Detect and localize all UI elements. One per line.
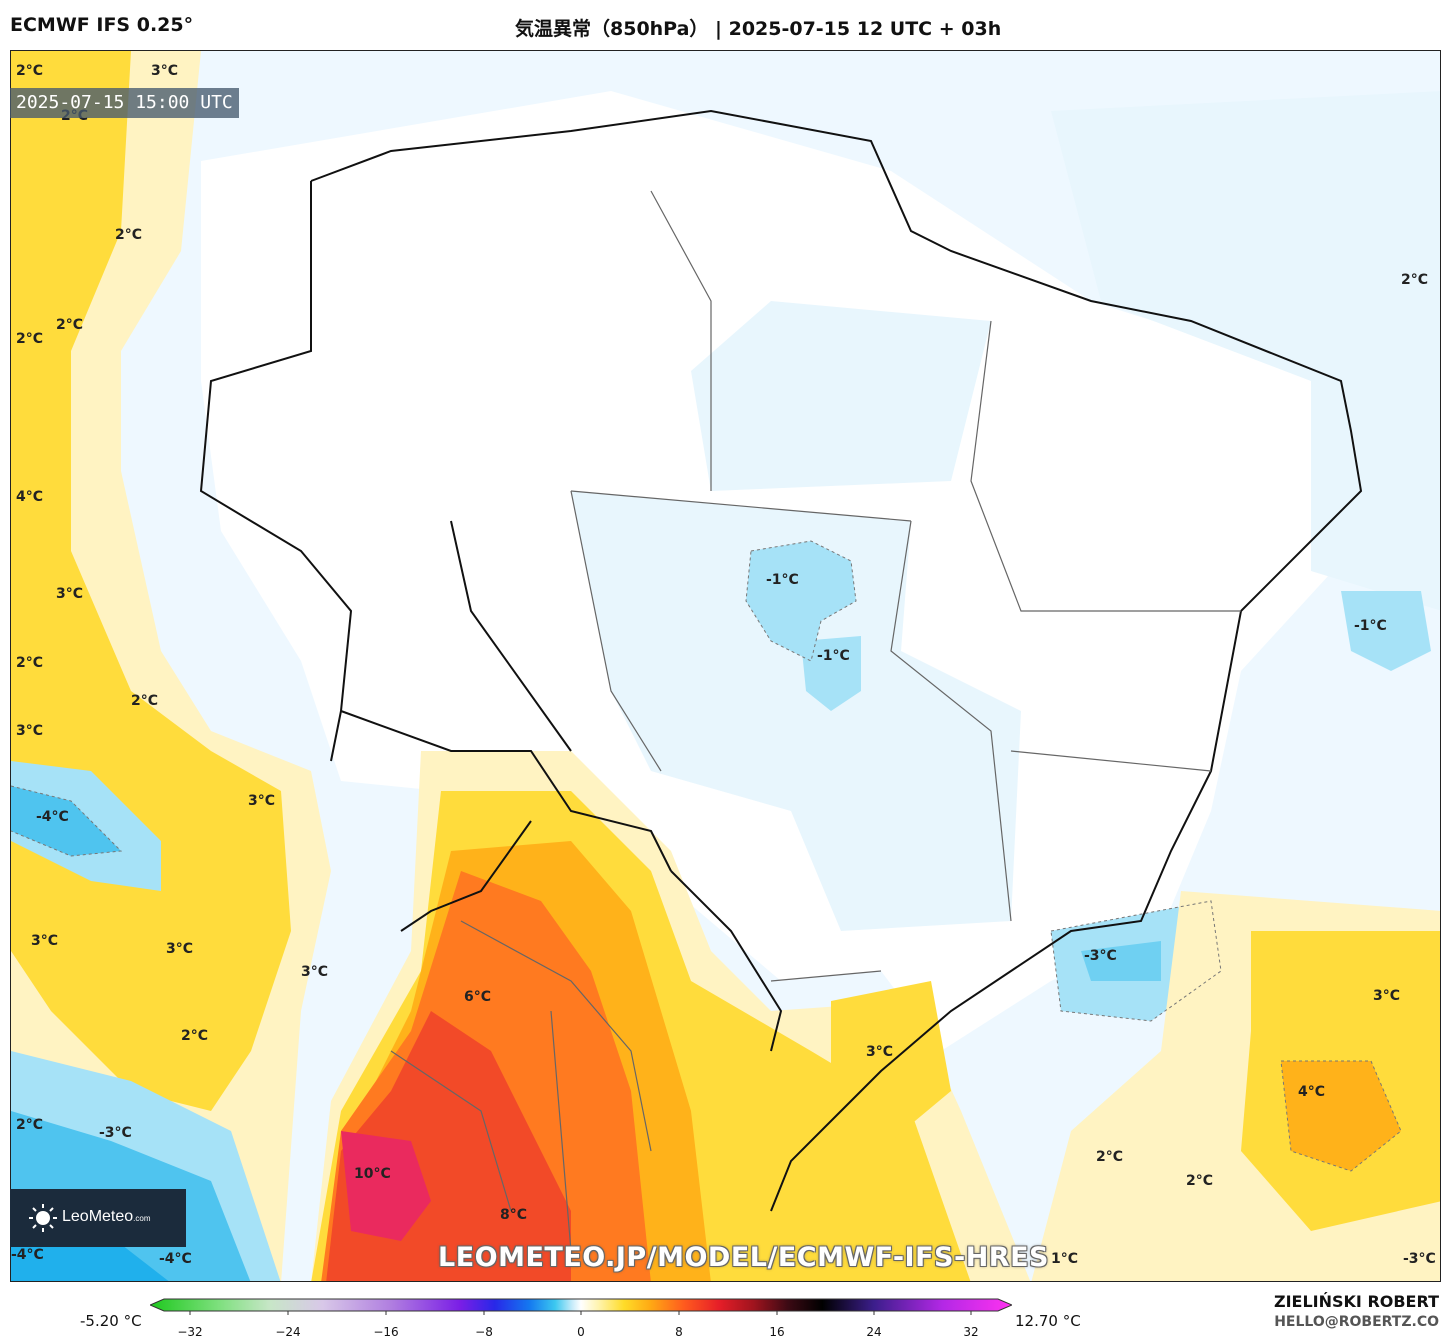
map-label: 2°C xyxy=(1401,272,1429,288)
valid-time-badge: 2025-07-15 15:00 UTC xyxy=(10,88,239,118)
model-name: ECMWF IFS 0.25° xyxy=(10,14,194,36)
map-label: 8°C xyxy=(500,1207,528,1223)
map-label: 3°C xyxy=(31,933,59,949)
colorbar-tick: 0 xyxy=(577,1325,585,1339)
colorbar-min-label: -5.20 °C xyxy=(80,1312,142,1330)
map-label: -3°C xyxy=(1084,948,1117,964)
cold-mid-patch-1 xyxy=(746,541,856,661)
cold-mid-patch-2 xyxy=(801,636,861,711)
sun-icon xyxy=(29,1204,57,1232)
leometeo-logo[interactable]: LeoMeteo.com xyxy=(10,1189,186,1247)
anomaly-map-svg xyxy=(11,51,1440,1281)
map-label: -1°C xyxy=(817,648,850,664)
cold-strong-patch-4 xyxy=(1081,941,1161,981)
map-label: 2°C xyxy=(16,655,44,671)
colorbar-tick: 32 xyxy=(963,1325,979,1339)
contour-lines xyxy=(11,540,1402,1172)
map-label: -3°C xyxy=(99,1125,132,1141)
warm-east-coast xyxy=(831,981,951,1141)
map-label: 2°C xyxy=(16,331,44,347)
colorbar-tick: 24 xyxy=(866,1325,882,1339)
map-label: 3°C xyxy=(866,1044,894,1060)
colorbar-tick: 8 xyxy=(675,1325,683,1339)
logo-name: LeoMeteo xyxy=(62,1208,134,1225)
map-label: 4°C xyxy=(1298,1084,1326,1100)
map-label: 3°C xyxy=(151,63,179,79)
map-label: -1°C xyxy=(1354,618,1387,634)
cold-light-ocean-east xyxy=(1051,91,1440,611)
map-label: 2°C xyxy=(16,63,44,79)
map-label: 6°C xyxy=(464,989,492,1005)
map-label: -1°C xyxy=(766,572,799,588)
author-email[interactable]: HELLO@ROBERTZ.CO xyxy=(1274,1314,1439,1330)
cold-light-patch-north xyxy=(691,301,991,491)
map-label: 10°C xyxy=(354,1166,391,1182)
colorbar-tick: −24 xyxy=(275,1325,301,1339)
colorbar-tick: −32 xyxy=(177,1325,203,1339)
map-label: -3°C xyxy=(1403,1251,1436,1267)
watermark-url: LEOMETEO.JP/MODEL/ECMWF-IFS-HRES xyxy=(438,1242,1049,1273)
map-label: -4°C xyxy=(36,809,69,825)
colorbar xyxy=(150,1298,1012,1315)
colorbar-tick: −16 xyxy=(373,1325,399,1339)
colorbar-tick: 16 xyxy=(769,1325,785,1339)
map-label: -4°C xyxy=(11,1247,44,1263)
logo-suffix: .com xyxy=(133,1214,151,1223)
state-borders xyxy=(390,190,1241,1252)
map-label: 3°C xyxy=(248,793,276,809)
map-label: 2°C xyxy=(1186,1173,1214,1189)
header: ECMWF IFS 0.25° 気温異常（850hPa） | 2025-07-1… xyxy=(0,0,1449,50)
map-label: 3°C xyxy=(1373,988,1401,1004)
chart-title: 気温異常（850hPa） | 2025-07-15 12 UTC + 03h xyxy=(515,18,1002,40)
map-label: 2°C xyxy=(131,693,159,709)
colorbar-max-label: 12.70 °C xyxy=(1015,1312,1081,1330)
country-borders xyxy=(199,109,1363,1212)
cold-strong-pacific-1 xyxy=(11,786,121,856)
map-label: 3°C xyxy=(16,723,44,739)
map-label: 3°C xyxy=(56,586,84,602)
map-panel[interactable]: 2°C 3°C 2°C 2°C 2°C 2°C 4°C 3°C 2°C 2°C … xyxy=(10,50,1441,1282)
map-label: 2°C xyxy=(181,1028,209,1044)
warm-strong-atlantic xyxy=(1281,1061,1401,1171)
author-name: ZIELIŃSKI ROBERT xyxy=(1273,1292,1439,1311)
map-label: 4°C xyxy=(16,489,44,505)
map-label: 1°C xyxy=(1051,1251,1079,1267)
map-label: -4°C xyxy=(159,1251,192,1267)
map-label: 3°C xyxy=(166,941,194,957)
map-label: 2°C xyxy=(1096,1149,1124,1165)
colorbar-area: -5.20 °C xyxy=(0,1286,1449,1339)
map-label: 3°C xyxy=(301,964,329,980)
map-label: 2°C xyxy=(56,317,84,333)
cold-mid-patch-3 xyxy=(1341,591,1431,671)
map-label: 2°C xyxy=(115,227,143,243)
cold-light-patch-center xyxy=(571,491,1021,931)
map-label: 2°C xyxy=(16,1117,44,1133)
colorbar-tick: −8 xyxy=(475,1325,493,1339)
extreme-south xyxy=(341,1131,431,1241)
